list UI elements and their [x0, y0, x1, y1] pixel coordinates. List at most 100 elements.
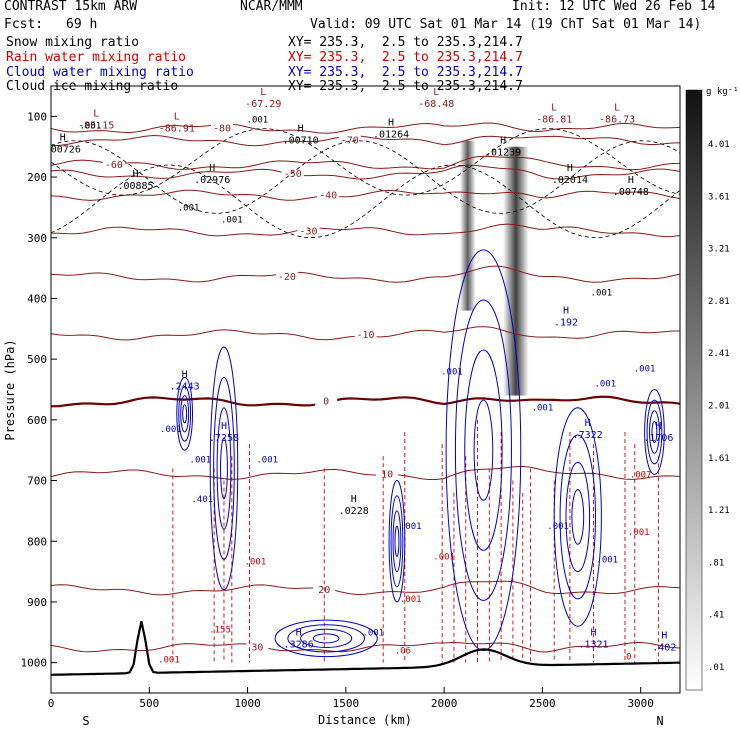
isotherm-label: 0	[323, 397, 329, 408]
chart-title: CONTRAST 15km ARW	[4, 0, 138, 14]
max-marker: H	[296, 627, 302, 638]
colorbar-label: 1.61	[708, 454, 730, 464]
y-tick-label: 200	[27, 171, 47, 184]
colorbar-label: 2.81	[708, 297, 730, 307]
max-value: .01239	[485, 148, 521, 159]
isotherm-label: -70	[341, 136, 359, 147]
cloud-water-contour	[176, 376, 194, 451]
field-xy-rain: XY= 235.3, 2.5 to 235.3,214.7	[288, 50, 523, 65]
max-value: .7322	[573, 430, 603, 441]
colorbar-label: .41	[708, 611, 724, 621]
max-value: .192	[554, 318, 578, 329]
min-value: -86.81	[536, 114, 572, 125]
y-axis-label: Pressure (hPa)	[3, 339, 17, 440]
contour-value-label: .001	[591, 288, 613, 298]
y-tick-label: 600	[27, 414, 47, 427]
isotherm-label: -40	[319, 190, 337, 201]
endpoint-label-north: N	[656, 714, 663, 728]
y-tick-label: 400	[27, 292, 47, 305]
max-marker: H	[500, 136, 506, 147]
contour-value-label: .001	[160, 425, 182, 435]
contour-value-label: 0	[626, 653, 631, 663]
isotherm-line	[51, 122, 680, 134]
init-time: Init: 12 UTC Wed 26 Feb 14	[512, 0, 716, 14]
field-label-rain: Rain water mixing ratio	[6, 50, 187, 65]
isotherm-label-bg	[246, 640, 269, 653]
min-marker: L	[260, 87, 266, 98]
isotherm-line	[51, 189, 680, 201]
cloud-water-contour	[388, 480, 406, 603]
contour-value-label: .001	[190, 455, 212, 465]
snow-contour	[51, 140, 680, 214]
min-value: -67.29	[245, 99, 281, 110]
cloud-water-contour	[464, 349, 503, 551]
cloud-water-contour	[390, 495, 404, 588]
max-value: .00710	[283, 136, 319, 147]
cloud-water-contour	[473, 399, 494, 501]
max-marker: H	[590, 627, 596, 638]
isotherm-label: -50	[284, 169, 302, 180]
cloud-water-contour	[565, 461, 591, 573]
plot-frame	[50, 85, 681, 694]
cloud-water-contour	[644, 389, 665, 475]
colorbar-label: .81	[708, 558, 724, 568]
max-value: .1321	[578, 639, 608, 650]
isotherm-label-bg	[315, 394, 338, 407]
cloud-water-contour	[274, 619, 378, 658]
isotherm-label: -80	[213, 123, 231, 134]
isotherm-label-bg	[354, 327, 377, 340]
cloud-water-contour	[394, 525, 400, 557]
x-axis-label: Distance (km)	[318, 713, 412, 727]
colorbar-label: .01	[708, 663, 724, 673]
isotherm-line	[51, 395, 680, 408]
cloud-water-contour	[312, 633, 340, 644]
contour-value-label: .401	[192, 495, 214, 505]
isotherm-label-bg	[102, 157, 125, 170]
contour-value-label: .001	[400, 522, 422, 532]
x-tick-label: 500	[139, 697, 159, 710]
contour-value-label: .155	[209, 625, 231, 635]
cloud-water-contour	[182, 404, 188, 424]
max-marker: H	[133, 169, 139, 180]
max-value: .1706	[643, 433, 673, 444]
x-tick-label: 1000	[234, 697, 261, 710]
cloud-water-contour	[220, 437, 228, 500]
cloud-water-contour	[287, 624, 366, 653]
min-value: -86.91	[159, 123, 195, 134]
min-marker: L	[551, 102, 557, 113]
contour-value-label: .001	[596, 555, 618, 565]
y-tick-label: 700	[27, 475, 47, 488]
field-label-snow: Snow mixing ratio	[6, 35, 140, 50]
contour-value-label: .001	[547, 522, 569, 532]
forecast-label: Fcst:	[4, 17, 44, 32]
contour-value-label: .001	[400, 595, 422, 605]
max-marker: H	[60, 133, 66, 144]
min-marker: L	[174, 111, 180, 122]
x-tick-label: 2000	[431, 697, 458, 710]
max-value: .01264	[373, 130, 409, 141]
max-value: .402	[652, 642, 676, 653]
min-marker: L	[614, 102, 620, 113]
cloud-water-contour	[213, 376, 235, 560]
min-marker: L	[93, 108, 99, 119]
colorbar-unit: g kg⁻¹	[706, 87, 739, 97]
max-marker: H	[298, 124, 304, 135]
x-tick-label: 2500	[529, 697, 556, 710]
max-value: .02014	[552, 175, 588, 186]
cloud-water-contour	[445, 249, 522, 652]
max-value: .00748	[613, 187, 649, 198]
terrain-line	[51, 621, 680, 676]
y-tick-label: 100	[27, 110, 47, 123]
cloud-water-contour	[646, 399, 663, 465]
y-tick-label: 1000	[21, 657, 48, 670]
isotherm-label: -20	[278, 272, 296, 283]
cloud-water-contour	[392, 510, 402, 573]
max-value: .2443	[170, 381, 200, 392]
colorbar-label: 1.21	[708, 506, 730, 516]
forecast-hour: 69 h	[66, 17, 98, 32]
contour-value-label: .001	[594, 379, 616, 389]
isotherm-label: 30	[251, 642, 263, 653]
isotherm-line	[51, 580, 680, 596]
min-value: -85.15	[78, 120, 114, 131]
cloud-water-contour	[649, 410, 660, 454]
